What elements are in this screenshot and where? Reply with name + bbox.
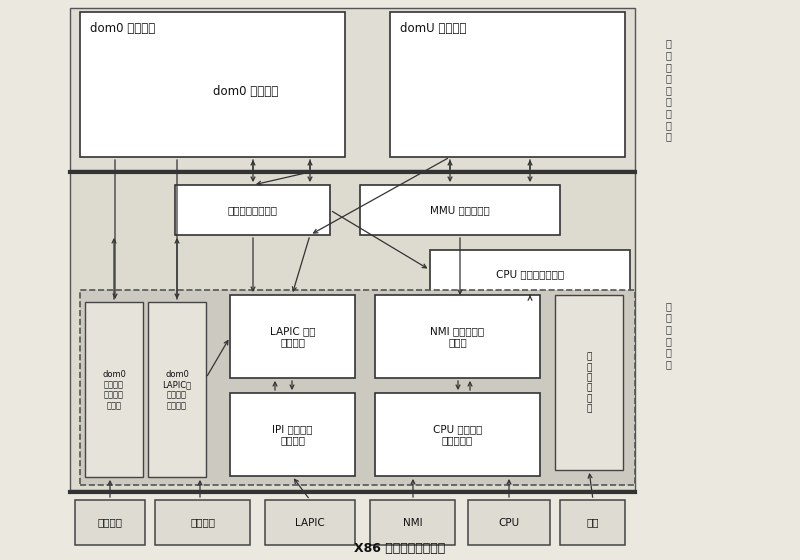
Text: dom0
设备中断
接收辅助
子模块: dom0 设备中断 接收辅助 子模块	[102, 370, 126, 410]
Bar	[70, 172, 635, 490]
Bar	[230, 295, 355, 378]
Text: LAPIC 初始
化子模块: LAPIC 初始 化子模块	[270, 326, 315, 347]
Bar	[148, 302, 206, 477]
Bar	[175, 185, 330, 235]
Text: dom0
LAPIC初
始化监视
子模块初: dom0 LAPIC初 始化监视 子模块初	[162, 370, 191, 410]
Bar	[80, 12, 345, 157]
Text: 处
理
中
断
模
块: 处 理 中 断 模 块	[586, 352, 592, 413]
Bar	[468, 500, 550, 545]
Text: 设备中断: 设备中断	[190, 517, 215, 528]
Text: dom0 操作系统: dom0 操作系统	[213, 85, 278, 97]
Bar	[75, 500, 145, 545]
Bar	[360, 185, 560, 235]
Text: CPU: CPU	[498, 517, 519, 528]
Bar	[375, 393, 540, 476]
Bar	[80, 290, 635, 485]
Text: X86 计算机硬件与中断: X86 计算机硬件与中断	[354, 542, 446, 554]
Text: LAPIC: LAPIC	[295, 517, 325, 528]
Bar	[375, 295, 540, 378]
Bar	[265, 500, 355, 545]
Bar	[560, 500, 625, 545]
Text: 虚拟中断处理模块: 虚拟中断处理模块	[227, 205, 278, 215]
Bar	[430, 250, 630, 298]
Text: NMI: NMI	[402, 517, 422, 528]
Bar	[155, 500, 250, 545]
Bar	[370, 500, 455, 545]
Text: 内存: 内存	[586, 517, 598, 528]
Text: domU 操作系统: domU 操作系统	[400, 22, 466, 35]
Text: CPU 指令虚拟化模块: CPU 指令虚拟化模块	[496, 269, 564, 279]
Bar	[230, 393, 355, 476]
Text: 被
虚
拟
化
的
操
作
系
统: 被 虚 拟 化 的 操 作 系 统	[665, 39, 671, 142]
Bar	[70, 8, 635, 170]
Text: MMU 虚拟化模块: MMU 虚拟化模块	[430, 205, 490, 215]
Text: IPI 发送与接
收子模块: IPI 发送与接 收子模块	[272, 424, 313, 445]
Text: 虚
拟
机
监
控
器: 虚 拟 机 监 控 器	[665, 301, 671, 369]
Bar	[555, 295, 623, 470]
Text: NMI 接收和处理
子模块: NMI 接收和处理 子模块	[430, 326, 485, 347]
Text: CPU 运行模式
配置子模块: CPU 运行模式 配置子模块	[433, 424, 482, 445]
Text: dom0 操作系统: dom0 操作系统	[90, 22, 155, 35]
Bar	[390, 12, 625, 157]
Bar	[85, 302, 143, 477]
Text: 硬件设备: 硬件设备	[98, 517, 122, 528]
